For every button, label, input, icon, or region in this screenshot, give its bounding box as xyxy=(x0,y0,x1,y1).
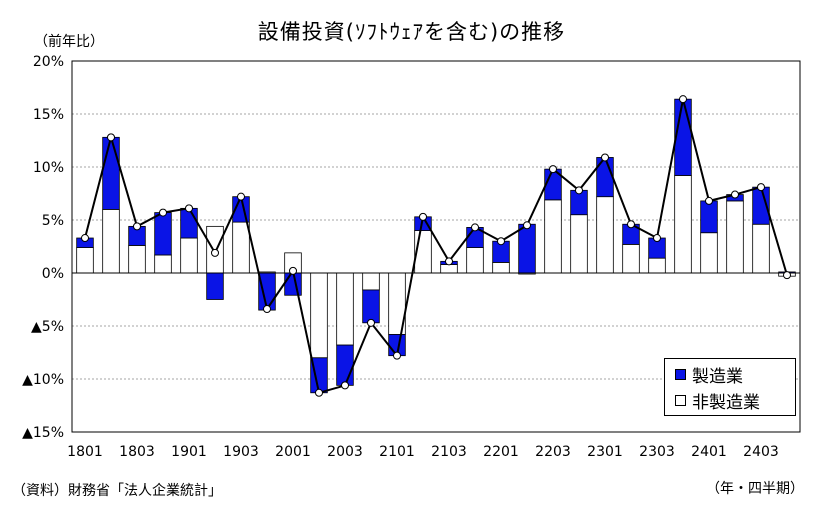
total-point xyxy=(679,95,687,104)
bar-non-manufacturing xyxy=(596,196,614,274)
bar-non-manufacturing xyxy=(440,264,458,274)
bar-non-manufacturing xyxy=(648,257,666,274)
legend-label-non-manufacturing: 非製造業 xyxy=(692,392,760,413)
x-tick-label: 2001 xyxy=(275,444,311,460)
bar-manufacturing xyxy=(206,272,224,300)
y-tick-label: ▲15% xyxy=(22,425,64,441)
x-axis-unit-label: （年・四半期） xyxy=(706,481,804,497)
bar-manufacturing xyxy=(336,344,354,386)
bar-non-manufacturing xyxy=(492,261,510,274)
total-point xyxy=(367,318,375,327)
x-tick-label: 2303 xyxy=(639,444,675,460)
bar-non-manufacturing xyxy=(570,214,588,274)
total-point xyxy=(237,192,245,201)
legend-label-manufacturing: 製造業 xyxy=(692,366,743,387)
total-point xyxy=(497,237,505,246)
total-line xyxy=(84,98,788,395)
total-point xyxy=(133,222,141,231)
bar-manufacturing xyxy=(102,136,120,210)
bar-non-manufacturing xyxy=(726,200,744,274)
x-tick-label: 2103 xyxy=(431,444,467,460)
x-tick-label: 2401 xyxy=(691,444,727,460)
total-point xyxy=(81,234,89,243)
bar-non-manufacturing xyxy=(362,272,380,291)
bar-non-manufacturing xyxy=(310,272,328,359)
total-point xyxy=(341,381,349,390)
x-tick-label: 1801 xyxy=(67,444,103,460)
total-point xyxy=(653,234,661,243)
bar-non-manufacturing xyxy=(232,221,250,274)
total-point xyxy=(393,351,401,360)
legend-swatch-non-manufacturing xyxy=(675,394,686,406)
total-point xyxy=(549,165,557,174)
bar-non-manufacturing xyxy=(154,254,172,274)
y-axis-unit-label: （前年比） xyxy=(34,34,104,50)
total-point xyxy=(575,186,583,195)
total-point xyxy=(185,204,193,213)
x-tick-label: 1901 xyxy=(171,444,207,460)
x-tick-label: 2003 xyxy=(327,444,363,460)
bar-non-manufacturing xyxy=(752,223,770,274)
total-point xyxy=(107,133,115,142)
x-tick-label: 2101 xyxy=(379,444,415,460)
bar-non-manufacturing xyxy=(544,199,562,274)
bar-manufacturing xyxy=(674,98,692,176)
x-tick-label: 1803 xyxy=(119,444,155,460)
bar-non-manufacturing xyxy=(700,232,718,274)
legend: 製造業 非製造業 xyxy=(664,358,796,416)
total-point xyxy=(757,183,765,192)
bar-non-manufacturing xyxy=(674,175,692,274)
x-tick-label: 2201 xyxy=(483,444,519,460)
bar-manufacturing xyxy=(180,207,198,239)
y-tick-label: ▲10% xyxy=(22,372,64,388)
bar-non-manufacturing xyxy=(128,245,146,274)
total-point xyxy=(523,221,531,230)
total-point xyxy=(419,212,427,221)
total-point xyxy=(211,248,219,257)
source-note: （資料）財務省「法人企業統計」 xyxy=(12,483,222,499)
total-point xyxy=(315,388,323,397)
total-point xyxy=(471,223,479,232)
legend-item-manufacturing: 製造業 xyxy=(675,362,743,387)
y-tick-label: 15% xyxy=(33,107,64,123)
bar-non-manufacturing xyxy=(622,243,640,274)
total-point xyxy=(601,153,609,162)
bar-manufacturing xyxy=(284,272,302,296)
total-point xyxy=(783,271,791,280)
bar-manufacturing xyxy=(154,212,172,256)
bar-manufacturing xyxy=(700,200,718,234)
total-point xyxy=(627,220,635,229)
total-point xyxy=(263,305,271,314)
x-tick-label: 1903 xyxy=(223,444,259,460)
bar-non-manufacturing xyxy=(466,247,484,274)
bar-non-manufacturing xyxy=(102,208,120,274)
y-tick-label: ▲5% xyxy=(31,319,64,335)
legend-item-non-manufacturing: 非製造業 xyxy=(675,388,760,413)
bar-non-manufacturing xyxy=(180,237,198,274)
total-point xyxy=(445,257,453,266)
x-tick-label: 2403 xyxy=(743,444,779,460)
total-point xyxy=(289,266,297,275)
y-tick-label: 20% xyxy=(33,54,64,70)
chart-title: 設備投資(ｿﾌﾄｳｪｱを含む)の推移 xyxy=(257,20,566,44)
bar-manufacturing xyxy=(258,272,276,311)
plot-frame xyxy=(71,60,801,433)
x-tick-label: 2203 xyxy=(535,444,571,460)
total-point xyxy=(705,196,713,205)
y-tick-label: 5% xyxy=(42,213,64,229)
y-tick-label: 10% xyxy=(33,160,64,176)
bar-non-manufacturing xyxy=(336,272,354,346)
x-tick-label: 2301 xyxy=(587,444,623,460)
legend-swatch-manufacturing xyxy=(675,368,686,380)
total-point xyxy=(159,208,167,217)
y-tick-label: 0% xyxy=(42,266,64,282)
bar-manufacturing xyxy=(518,223,536,274)
total-point xyxy=(731,190,739,199)
bar-non-manufacturing xyxy=(76,247,94,274)
bar-manufacturing xyxy=(362,289,380,324)
